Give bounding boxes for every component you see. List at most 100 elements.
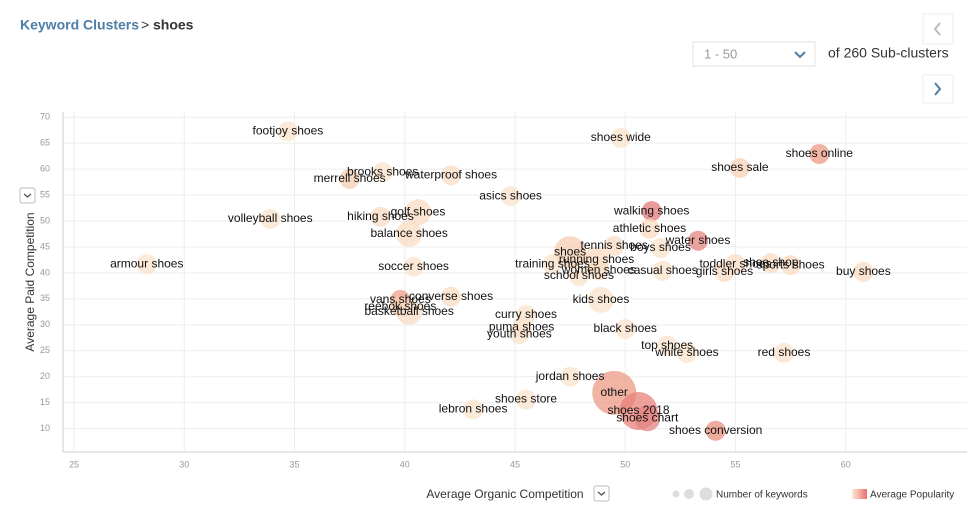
prev-icon — [933, 22, 941, 36]
bubble-label: curry shoes — [495, 307, 557, 321]
bubble — [463, 399, 484, 420]
bubble-label: footjoy shoes — [253, 123, 324, 137]
bubble-label: shoes 2018 — [607, 403, 669, 417]
bubble — [396, 220, 423, 247]
y-tick-label: 45 — [40, 241, 50, 251]
x-axis-label: Average Organic Competition — [426, 487, 583, 501]
x-tick-label: 45 — [510, 459, 520, 469]
bubble-label: vans shoes — [370, 292, 431, 306]
bubble-label: lebron shoes — [439, 402, 508, 416]
y-axis-label: Average Paid Competition — [23, 212, 37, 351]
bubble — [372, 162, 393, 183]
bubble-label: casual shoes — [628, 263, 698, 277]
next-icon — [934, 82, 942, 96]
bubble — [688, 230, 709, 251]
range-value: 1 - 50 — [704, 46, 737, 61]
y-tick-label: 65 — [40, 138, 50, 148]
bubble — [809, 144, 830, 165]
bubble-label: shoes wide — [591, 130, 651, 144]
bubble-label: shoe shop — [743, 255, 799, 269]
bubble — [676, 342, 697, 363]
bubble — [853, 261, 874, 282]
y-tick-label: 15 — [40, 397, 50, 407]
prev-button[interactable] — [922, 13, 954, 45]
bubble — [588, 260, 609, 281]
bubble — [610, 127, 631, 148]
bubble-label: black shoes — [594, 321, 657, 335]
bubble — [604, 235, 625, 256]
bubble-label: basketball shoes — [364, 304, 453, 318]
x-tick-label: 30 — [179, 459, 189, 469]
bubble-label: athletic shoes — [613, 221, 686, 235]
bubble-label: buy shoes — [836, 264, 891, 278]
bubble — [441, 286, 462, 307]
bubble-label: school shoes — [544, 268, 614, 282]
bubble — [634, 405, 661, 432]
bubble — [705, 420, 726, 441]
bubble-label: shoes — [554, 244, 586, 258]
bubble — [260, 208, 281, 229]
y-axis-select[interactable] — [19, 187, 36, 204]
pagination-total: of 260 Sub-clusters — [828, 45, 949, 61]
bubble-label: merrell shoes — [314, 171, 386, 185]
select-icon — [794, 51, 806, 59]
bubble-label: jordan shoes — [535, 369, 605, 383]
x-tick-label: 25 — [69, 459, 79, 469]
bubble-label: red shoes — [758, 345, 811, 359]
bubble — [729, 158, 750, 179]
bubble-label: reebok shoes — [364, 299, 436, 313]
breadcrumb-link[interactable]: Keyword Clusters — [20, 17, 139, 33]
bubble — [780, 255, 801, 276]
bubble — [404, 199, 431, 226]
y-tick-label: 20 — [40, 371, 50, 381]
x-axis-select[interactable] — [593, 485, 610, 502]
y-tick-label: 60 — [40, 163, 50, 173]
select-icon — [597, 491, 606, 496]
bubble — [509, 324, 530, 345]
bubble-label: sports shoes — [757, 257, 825, 271]
labels: footjoy shoes shoes wide shoes online shoes… — [110, 123, 891, 437]
bubble-label: shoes store — [495, 392, 557, 406]
bubble-label: shoes online — [786, 146, 854, 160]
y-tick-label: 30 — [40, 319, 50, 329]
breadcrumb-current: shoes — [153, 17, 194, 33]
y-tick-label: 10 — [40, 423, 50, 433]
x-tick-label: 40 — [400, 459, 410, 469]
x-tick-label: 55 — [730, 459, 740, 469]
bubble — [277, 121, 298, 142]
select-icon — [23, 193, 32, 198]
bubble-label: waterproof shoes — [404, 168, 497, 182]
bubble-label: boys shoes — [630, 240, 691, 254]
bubble-label: volleyball shoes — [228, 211, 313, 225]
x-tick-label: 60 — [841, 459, 851, 469]
bubble-label: white shoes — [654, 345, 718, 359]
bubble — [516, 389, 537, 410]
bubble — [441, 165, 462, 186]
bubble — [136, 254, 157, 275]
size-legend-dot — [699, 487, 713, 501]
bubble-label: puma shoes — [489, 320, 554, 334]
range-select[interactable] — [692, 41, 816, 67]
bubble-label: other — [601, 385, 628, 399]
next-button[interactable] — [922, 74, 954, 104]
bubble-label: asics shoes — [479, 188, 542, 202]
bubble-label: balance shoes — [370, 226, 447, 240]
bubble-label: shoes conversion — [669, 423, 762, 437]
bubble — [773, 342, 794, 363]
bubble-label: tennis shoes — [581, 238, 648, 252]
x-tick-label: 50 — [620, 459, 630, 469]
bubble — [652, 260, 673, 281]
bubble — [650, 238, 671, 258]
y-tick-label: 25 — [40, 345, 50, 355]
bubble-label: toddler shoes — [699, 256, 771, 270]
bubble-label: running shoes — [559, 252, 634, 266]
bubble — [760, 253, 781, 274]
bubble — [587, 286, 614, 313]
size-legend-dot — [672, 490, 680, 498]
bubble — [641, 201, 662, 222]
bubble-label: converse shoes — [409, 289, 493, 303]
bubble — [339, 168, 360, 189]
bubble — [554, 236, 587, 269]
